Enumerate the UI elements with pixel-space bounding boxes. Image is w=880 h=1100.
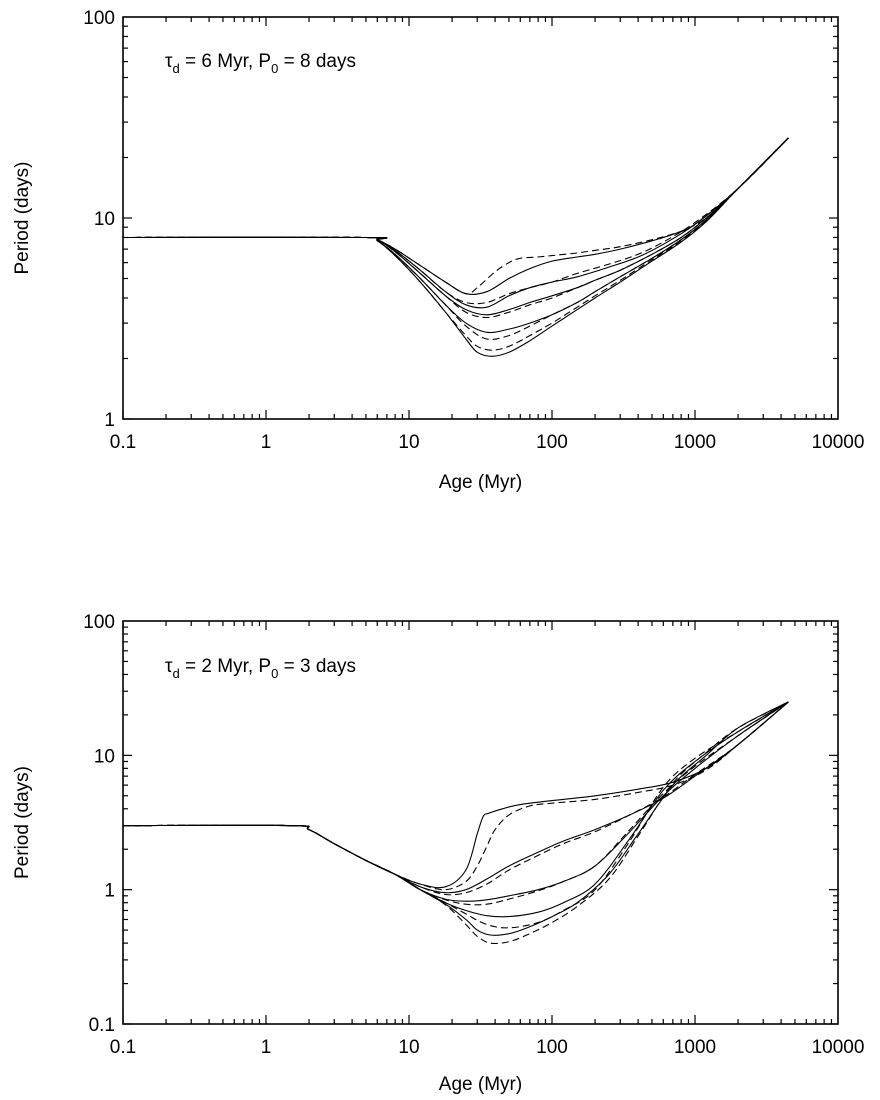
- curves: [122, 701, 789, 945]
- series-line-dashed: [122, 137, 789, 340]
- y-tick-label: 1: [104, 410, 115, 431]
- series-line-dashed: [122, 701, 789, 906]
- panel-annotation: τd = 6 Myr, P0 = 8 days: [165, 51, 356, 76]
- x-tick-label: 100: [536, 1037, 568, 1058]
- y-tick-label: 100: [83, 8, 115, 29]
- x-tick-label: 1000: [674, 1037, 716, 1058]
- x-tick-label: 1: [261, 1037, 272, 1058]
- plot-frame: [122, 620, 839, 1025]
- series-line-dashed: [122, 137, 789, 319]
- x-tick-label: 10: [398, 432, 419, 453]
- x-tick-label: 1: [261, 432, 272, 453]
- x-tick-label: 0.1: [110, 432, 136, 453]
- panel-annotation: τd = 2 Myr, P0 = 3 days: [165, 656, 356, 681]
- series-line-solid: [122, 701, 789, 889]
- y-tick-label: 10: [94, 209, 115, 230]
- series-line-solid: [122, 701, 789, 902]
- y-tick-label: 1: [104, 881, 115, 902]
- series-line-solid: [122, 701, 789, 894]
- series-line-solid: [122, 137, 789, 295]
- y-tick-label: 100: [83, 612, 115, 633]
- series-line-dashed: [122, 137, 789, 295]
- curves: [122, 137, 789, 357]
- x-tick-label: 10000: [812, 432, 865, 453]
- plot-frame: [122, 16, 839, 420]
- y-tick-label: 0.1: [89, 1015, 115, 1036]
- y-tick-label: 10: [94, 746, 115, 767]
- series-line-solid: [122, 701, 789, 936]
- x-axis-label: Age (Myr): [439, 1074, 522, 1095]
- series-line-solid: [122, 137, 789, 309]
- x-tick-label: 0.1: [110, 1037, 136, 1058]
- x-tick-label: 100: [536, 432, 568, 453]
- series-line-solid: [122, 701, 789, 918]
- x-tick-label: 10000: [812, 1037, 865, 1058]
- y-axis-label: Period (days): [12, 766, 33, 879]
- series-line-dashed: [122, 137, 789, 305]
- series-line-dashed: [122, 701, 789, 929]
- x-axis-label: Age (Myr): [439, 472, 522, 493]
- series-line-dashed: [122, 137, 789, 351]
- x-tick-label: 1000: [674, 432, 716, 453]
- panel-bottom: 0.1 1 10 100 1000 10000 0.1 1 10 100 Age (Myr) Peri…: [12, 612, 864, 1095]
- x-tick-label: 10: [398, 1037, 419, 1058]
- series-line-dashed: [122, 701, 789, 891]
- y-axis-label: Period (days): [12, 162, 33, 275]
- series-line-dashed: [122, 701, 789, 896]
